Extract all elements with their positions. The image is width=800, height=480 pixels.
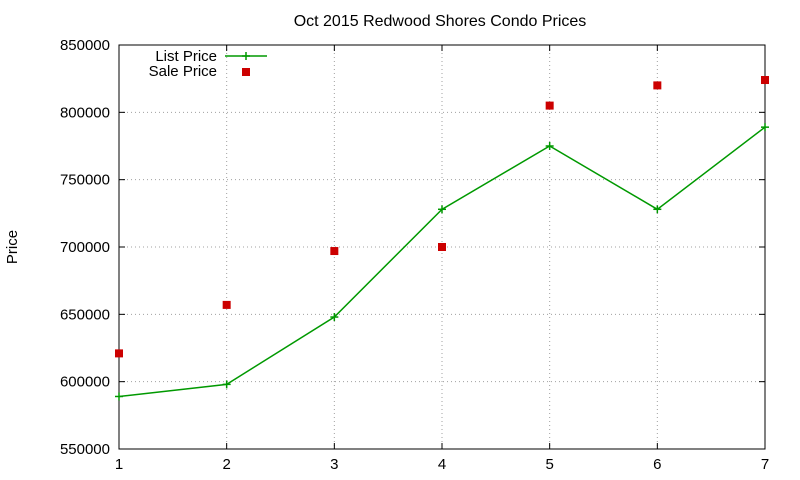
list-price-point (330, 313, 339, 322)
x-tick-label: 3 (330, 456, 338, 473)
legend-entry-sale-price: Sale Price (149, 63, 250, 80)
sale-price-point (115, 349, 123, 358)
sale-price-point (653, 81, 662, 90)
sale-price-point (222, 300, 231, 309)
axis-ticks: 550000 600000 650000 700000 750000 800000 8500… (60, 37, 769, 473)
list-price-point (545, 142, 554, 150)
x-tick-label: 2 (222, 456, 230, 473)
legend-key-list-price (225, 52, 267, 60)
x-tick-label: 7 (761, 456, 769, 473)
list-price-point (222, 380, 231, 389)
chart-title: Oct 2015 Redwood Shores Condo Prices (294, 13, 587, 30)
y-tick-label: 850000 (60, 37, 110, 54)
legend-key-sale-price (242, 68, 250, 76)
x-tick-label: 5 (545, 456, 553, 473)
y-axis-label: Price (4, 230, 21, 264)
sale-price-point (330, 247, 339, 256)
list-price-point (761, 123, 769, 132)
y-tick-label: 800000 (60, 104, 110, 121)
list-price-point (653, 205, 662, 214)
x-tick-label: 1 (115, 456, 123, 473)
sale-price-point (438, 243, 446, 251)
legend-key-marker (242, 68, 250, 76)
y-tick-label: 750000 (60, 172, 110, 189)
y-tick-label: 700000 (60, 239, 110, 256)
list-price-point (438, 205, 446, 214)
y-tick-label: 600000 (60, 374, 110, 391)
list-price-point (115, 392, 123, 401)
legend-key-marker (242, 52, 250, 60)
legend-entry-list-price: List Price (155, 48, 267, 65)
x-tick-label: 4 (438, 456, 446, 473)
series-layer (115, 76, 769, 401)
series-list-price (115, 123, 769, 401)
y-tick-label: 650000 (60, 306, 110, 323)
sale-price-point (761, 76, 769, 85)
legend-label-list-price: List Price (155, 48, 217, 65)
sale-price-point (545, 101, 554, 110)
legend: List Price Sale Price (149, 48, 267, 80)
x-tick-label: 6 (653, 456, 661, 473)
y-tick-label: 550000 (60, 441, 110, 458)
legend-label-sale-price: Sale Price (149, 63, 217, 80)
series-sale-price (115, 76, 769, 358)
